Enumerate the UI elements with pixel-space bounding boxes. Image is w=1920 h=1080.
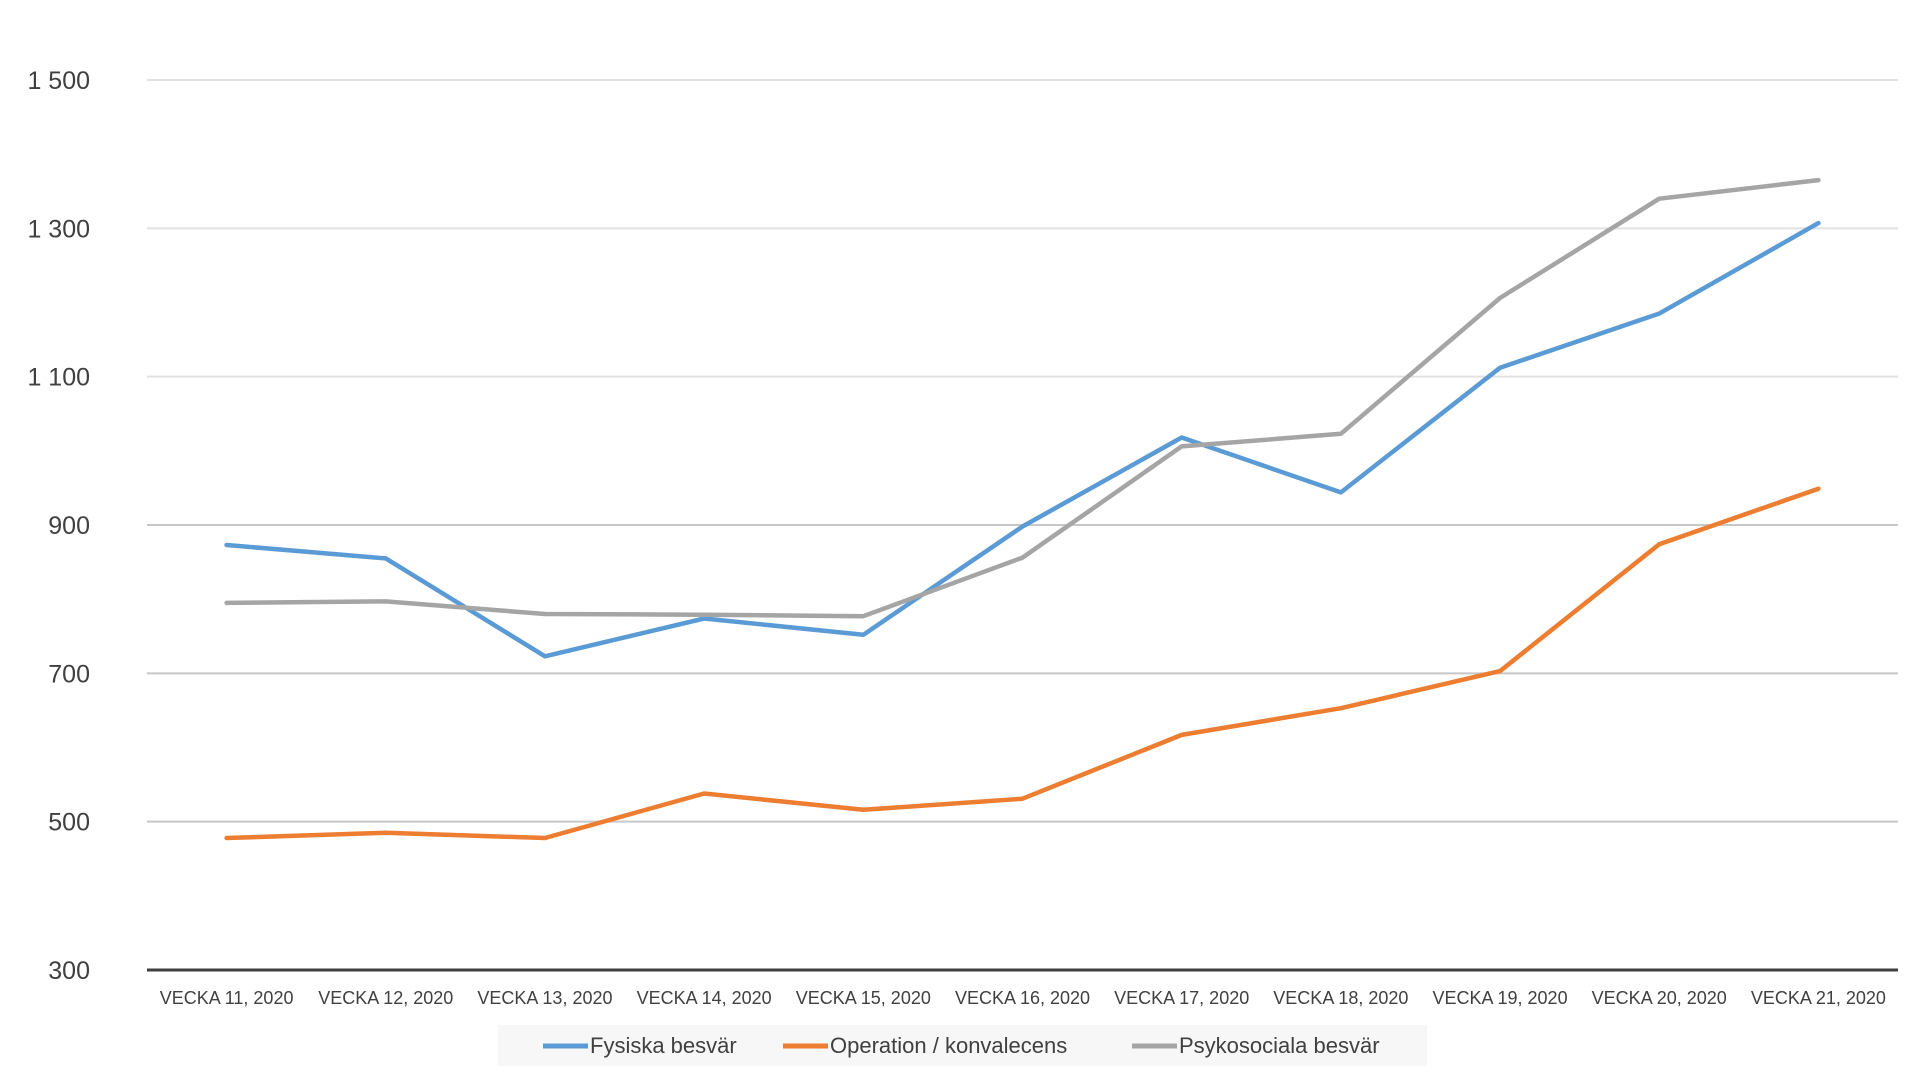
x-tick-label: VECKA 11, 2020 bbox=[160, 988, 294, 1008]
x-tick-label: VECKA 21, 2020 bbox=[1751, 988, 1886, 1008]
legend-item: Fysiska besvär bbox=[543, 1033, 737, 1058]
legend-label: Operation / konvalecens bbox=[830, 1033, 1067, 1058]
legend: Fysiska besvär Operation / konvalecens Psy… bbox=[498, 1025, 1427, 1066]
legend-label: Fysiska besvär bbox=[590, 1033, 737, 1058]
y-tick-label: 1 500 bbox=[27, 67, 90, 95]
x-tick-label: VECKA 15, 2020 bbox=[796, 988, 931, 1008]
x-tick-label: VECKA 17, 2020 bbox=[1114, 988, 1249, 1008]
series-lines bbox=[224, 177, 1821, 841]
series-line-1 bbox=[224, 486, 1821, 841]
y-tick-label: 1 300 bbox=[27, 215, 90, 243]
x-tick-label: VECKA 14, 2020 bbox=[637, 988, 772, 1008]
x-tick-label: VECKA 20, 2020 bbox=[1592, 988, 1727, 1008]
x-tick-label: VECKA 16, 2020 bbox=[955, 988, 1090, 1008]
x-tick-label: VECKA 13, 2020 bbox=[477, 988, 612, 1008]
y-tick-label: 300 bbox=[48, 957, 90, 985]
x-tick-label: VECKA 19, 2020 bbox=[1432, 988, 1567, 1008]
legend-label: Psykosociala besvär bbox=[1179, 1033, 1380, 1058]
gridlines bbox=[147, 79, 1898, 823]
x-tick-label: VECKA 18, 2020 bbox=[1273, 988, 1408, 1008]
y-axis-ticks: 300 500 700 900 1 100 1 300 1 500 bbox=[27, 67, 90, 985]
y-tick-label: 700 bbox=[48, 660, 90, 688]
legend-item: Psykosociala besvär bbox=[1132, 1033, 1380, 1058]
legend-background bbox=[498, 1025, 1427, 1066]
series-line-0 bbox=[224, 220, 1821, 659]
x-tick-label: VECKA 12, 2020 bbox=[318, 988, 453, 1008]
y-tick-label: 1 100 bbox=[27, 364, 90, 392]
y-tick-label: 500 bbox=[48, 809, 90, 837]
x-axis-ticks: VECKA 11, 2020 VECKA 12, 2020 VECKA 13, 20… bbox=[160, 988, 1886, 1008]
series-line-2 bbox=[224, 177, 1821, 619]
y-tick-label: 900 bbox=[48, 512, 90, 540]
legend-item: Operation / konvalecens bbox=[783, 1033, 1067, 1058]
